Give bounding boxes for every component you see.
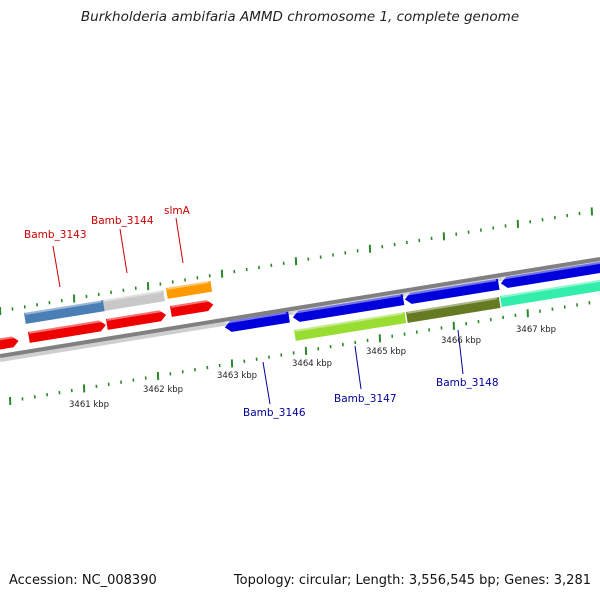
ticks-top-strand	[0, 207, 593, 316]
map-title: Burkholderia ambifaria AMMD chromosome 1…	[80, 9, 520, 25]
scale-label-3461: 3461 kbp	[69, 400, 109, 410]
slma-cog[interactable]	[166, 280, 213, 299]
leader-slma	[175, 217, 184, 264]
gene-3143-cds[interactable]	[28, 319, 107, 343]
bottom-leaders	[262, 329, 464, 405]
gene-3148-cog[interactable]	[406, 296, 501, 323]
scale-label-3462: 3462 kbp	[143, 385, 183, 395]
leader-bamb-3144	[119, 228, 128, 274]
backbone	[0, 257, 600, 358]
leader-bamb-3146	[262, 361, 271, 405]
leader-bamb-3143	[52, 245, 61, 288]
backbone-shadow	[0, 259, 600, 362]
top-leaders	[52, 217, 184, 288]
scale-label-3464: 3464 kbp	[292, 359, 332, 369]
gene-3144-cog[interactable]	[103, 290, 165, 311]
right-cds[interactable]	[500, 260, 600, 288]
gene-3144-cds[interactable]	[106, 309, 167, 330]
leader-bamb-3148	[457, 329, 464, 375]
gene-3148-cds[interactable]	[404, 278, 500, 305]
features-layer	[0, 260, 600, 350]
scale-label-3465: 3465 kbp	[366, 347, 406, 357]
scale-label-3463: 3463 kbp	[217, 371, 257, 381]
gene-3146-cds[interactable]	[224, 311, 290, 333]
gene-3147-cog[interactable]	[294, 312, 407, 341]
gene-label-bamb-3147[interactable]: Bamb_3147	[334, 393, 397, 405]
leader-bamb-3147	[354, 345, 362, 390]
slma-cds[interactable]	[170, 299, 214, 317]
scale-label-3467: 3467 kbp	[516, 325, 556, 335]
scale-label-3466: 3466 kbp	[441, 336, 481, 346]
left-partial-cds[interactable]	[0, 335, 19, 350]
genome-summary-text: Topology: circular; Length: 3,556,545 bp…	[233, 573, 591, 588]
gene-3147-cds[interactable]	[292, 294, 405, 323]
gene-label-slma[interactable]: slmA	[164, 205, 191, 217]
gene-label-bamb-3148[interactable]: Bamb_3148	[436, 377, 499, 389]
gene-label-bamb-3146[interactable]: Bamb_3146	[243, 407, 306, 419]
right-cog[interactable]	[500, 278, 600, 307]
gene-3143-cog[interactable]	[24, 300, 105, 324]
gene-label-bamb-3143[interactable]: Bamb_3143	[24, 229, 87, 241]
ticks-bottom-strand	[9, 301, 591, 406]
gene-label-bamb-3144[interactable]: Bamb_3144	[91, 215, 154, 227]
accession-text: Accession: NC_008390	[9, 573, 157, 588]
